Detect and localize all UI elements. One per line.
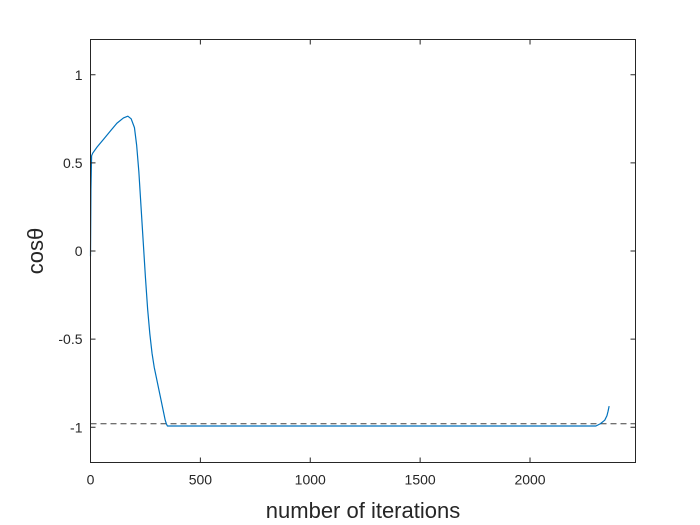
y-tick-label: 0.5 bbox=[63, 155, 83, 171]
series-layer bbox=[89, 115, 610, 427]
x-tick-label: 0 bbox=[87, 472, 95, 488]
y-tick-label: 1 bbox=[75, 67, 83, 83]
y-axis: -1 -0.5 0 0.5 1 bbox=[58, 67, 636, 435]
x-tick-label: 1000 bbox=[295, 472, 326, 488]
x-axis-label: number of iterations bbox=[266, 498, 460, 523]
y-tick-label: -0.5 bbox=[58, 331, 82, 347]
x-tick-label: 2000 bbox=[514, 472, 545, 488]
y-tick-label: 0 bbox=[75, 243, 83, 259]
series-line-0 bbox=[89, 115, 610, 427]
x-axis: 0 500 1000 1500 2000 bbox=[87, 39, 546, 488]
x-tick-label: 1500 bbox=[405, 472, 436, 488]
x-tick-label: 500 bbox=[189, 472, 213, 488]
plot-area bbox=[90, 39, 636, 463]
y-axis-label: cosθ bbox=[23, 228, 48, 274]
y-tick-label: -1 bbox=[70, 419, 83, 435]
